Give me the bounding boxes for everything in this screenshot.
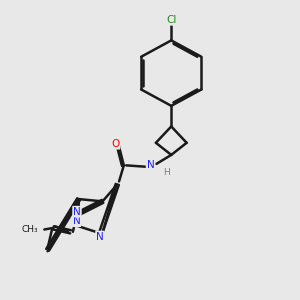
- Text: N: N: [73, 207, 81, 217]
- Text: N: N: [96, 232, 104, 242]
- Text: H: H: [163, 168, 170, 177]
- Text: N: N: [147, 160, 154, 170]
- Text: N: N: [73, 216, 80, 226]
- Text: CH₃: CH₃: [21, 225, 38, 234]
- Text: Cl: Cl: [166, 15, 176, 25]
- Text: O: O: [111, 139, 119, 149]
